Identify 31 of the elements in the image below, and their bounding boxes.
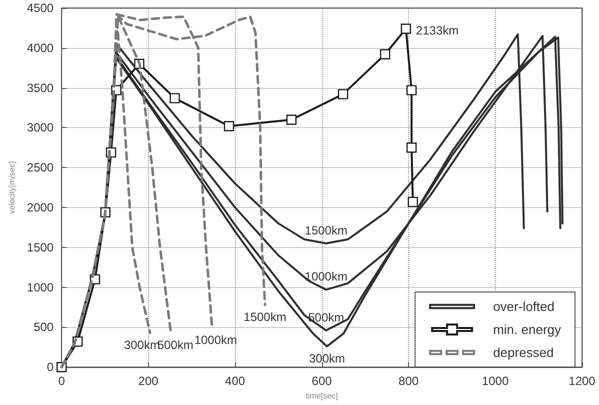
annotation: 1000km <box>194 333 238 347</box>
x-tick-label: 1200 <box>568 374 596 388</box>
x-tick-label: 0 <box>58 374 66 388</box>
y-tick-label: 4000 <box>26 40 54 55</box>
y-axis-title: velocity[m/sec] <box>8 161 16 214</box>
y-tick-label: 500 <box>34 320 54 334</box>
x-tick-label: 600 <box>312 374 332 388</box>
annotation: 2133km <box>416 24 459 38</box>
y-tick-label: 2000 <box>26 200 54 214</box>
y-tick-label: 0 <box>46 360 54 374</box>
y-tick-label: 3500 <box>26 80 54 95</box>
annotation: 1500km <box>244 310 286 324</box>
y-tick-label: 4500 <box>26 1 54 15</box>
y-tick-label: 3000 <box>26 120 54 135</box>
legend-label: min. energy <box>493 322 562 337</box>
x-tick-label: 800 <box>398 374 419 388</box>
x-tick-label: 400 <box>225 374 246 388</box>
y-tick-label: 1000 <box>26 280 54 294</box>
annotation: 1500km <box>304 223 348 238</box>
annotation: 300km <box>124 338 160 352</box>
x-tick-label: 1000 <box>482 374 509 388</box>
x-axis-title: time[sec] <box>306 392 338 400</box>
annotation: 1000km <box>304 270 348 284</box>
y-tick-label: 2500 <box>26 160 54 175</box>
annotation: 500km <box>157 338 194 352</box>
legend-label: over-lofted <box>493 299 554 314</box>
legend-label: depressed <box>493 345 554 360</box>
annotation: 500km <box>308 310 344 324</box>
annotation: 300km <box>308 351 346 366</box>
x-tick-label: 200 <box>138 374 159 388</box>
y-tick-label: 1500 <box>26 240 54 254</box>
